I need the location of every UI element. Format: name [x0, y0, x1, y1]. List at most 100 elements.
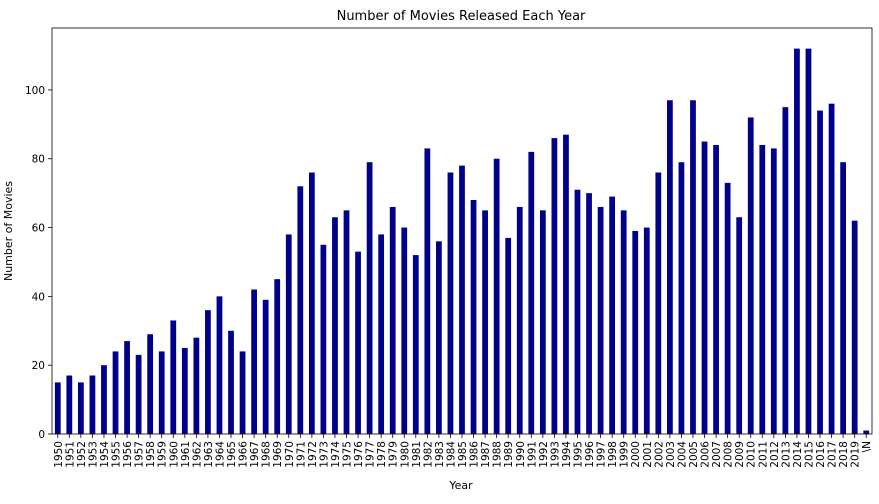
x-tick-label: 2013: [780, 441, 792, 468]
bar: [424, 148, 431, 435]
bar: [332, 217, 338, 434]
bar: [539, 210, 546, 434]
bar: [308, 172, 315, 434]
bar: [112, 351, 119, 434]
x-tick-label: 1950: [53, 441, 65, 468]
y-tick-label: 100: [25, 85, 45, 97]
x-tick-label: 2018: [838, 441, 850, 468]
x-tick-label: 1952: [76, 441, 88, 468]
x-tick-label: 1985: [457, 441, 469, 468]
bar: [794, 48, 800, 434]
x-tick-label: 1966: [238, 441, 250, 468]
bar: [262, 299, 269, 434]
x-tick-label: 2007: [711, 441, 723, 468]
bar: [563, 134, 569, 434]
x-axis-label: Year: [448, 479, 473, 492]
x-tick-label: 1954: [99, 441, 111, 468]
x-tick-label: 1996: [584, 441, 596, 468]
bar: [135, 354, 142, 434]
x-tick-label: 2005: [688, 441, 700, 468]
bar: [216, 296, 223, 434]
x-tick-label: 2012: [769, 441, 781, 468]
x-tick-label: 1986: [469, 441, 481, 468]
bar: [528, 151, 535, 435]
bar: [89, 375, 96, 434]
bar: [863, 430, 870, 434]
x-tick-label: 2000: [630, 441, 642, 468]
x-tick-label: 1993: [549, 441, 561, 468]
bar: [343, 210, 350, 434]
bar: [436, 241, 442, 434]
bar: [482, 210, 488, 434]
bar: [447, 172, 454, 434]
x-tick-label: 1970: [284, 441, 296, 468]
x-tick-label: 2011: [757, 441, 769, 468]
bar: [355, 251, 361, 434]
bar: [736, 217, 743, 434]
bar: [147, 334, 154, 434]
y-tick-label: 20: [32, 360, 45, 372]
x-tick-label: 1961: [180, 441, 192, 468]
x-tick-label: 1978: [376, 441, 388, 468]
x-tick-label: 1991: [526, 441, 538, 468]
y-tick-label: 80: [32, 154, 45, 166]
y-tick-label: 0: [38, 429, 45, 441]
x-tick-label: 1967: [249, 441, 261, 468]
x-tick-label: 1997: [596, 441, 608, 468]
bar: [274, 279, 281, 434]
plot-area: 0 20 40 60 80 100 1950 1951 1952 1953 1954 1955 1956…: [25, 27, 873, 468]
bar: [643, 227, 650, 434]
bar: [828, 103, 835, 434]
bar: [770, 148, 777, 435]
x-tick-label: 1989: [503, 441, 515, 468]
x-tick-label: 1975: [342, 441, 354, 468]
bar: [586, 193, 592, 434]
x-tick-label: 1964: [214, 441, 226, 468]
x-tick-label: 1998: [607, 441, 619, 468]
bar: [459, 165, 465, 434]
x-tick-label: 1995: [572, 441, 584, 468]
x-tick-label: 2006: [700, 441, 712, 468]
bar: [239, 351, 246, 434]
x-tick-label: 1955: [111, 441, 123, 468]
x-tick-label: 1987: [480, 441, 492, 468]
bar: [470, 200, 477, 434]
bar: [54, 382, 61, 434]
bar: [701, 141, 708, 435]
x-tick-label: 1976: [353, 441, 365, 468]
x-tick-label: 2001: [642, 441, 654, 468]
bar: [782, 107, 789, 434]
x-tick-label: 2010: [746, 441, 758, 468]
bar: [724, 182, 731, 434]
bar: [181, 347, 188, 434]
bar: [667, 100, 673, 434]
x-tick-label: 1990: [515, 441, 527, 468]
x-tick-label: 1953: [87, 441, 99, 468]
x-tick-label: 1983: [434, 441, 446, 468]
x-tick-label: 1988: [492, 441, 504, 468]
bar: [678, 162, 685, 434]
x-tick-label: 1974: [330, 441, 342, 468]
bar: [632, 231, 639, 434]
bar: [378, 234, 385, 434]
bar: [285, 234, 292, 434]
x-tick-label: \N: [861, 441, 873, 452]
bar: [747, 117, 754, 435]
x-tick-label: 1984: [445, 441, 457, 468]
x-tick-label: 1999: [619, 441, 631, 468]
x-tick-label: 1973: [318, 441, 330, 468]
bar: [713, 144, 719, 435]
bar: [66, 375, 73, 434]
y-tick-label: 40: [32, 291, 45, 303]
bar: [412, 255, 419, 434]
bar: [759, 144, 766, 435]
x-tick-label: 2004: [676, 441, 688, 468]
x-tick-label: 1969: [272, 441, 284, 468]
bar: [297, 186, 304, 434]
bar: [597, 206, 604, 434]
x-tick-label: 2008: [723, 441, 735, 468]
x-tick-label: 1960: [168, 441, 180, 468]
x-tick-label: 1958: [145, 441, 157, 468]
bar: [690, 100, 696, 434]
